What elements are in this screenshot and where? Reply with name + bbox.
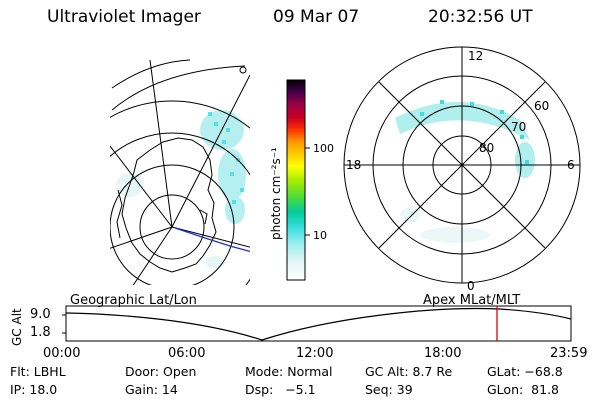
colorbar-tick-10: 10	[313, 229, 327, 242]
mlat-label-60: 60	[534, 99, 549, 113]
mlat-label-70: 70	[511, 120, 526, 134]
glat-field: GLat: −68.8	[487, 364, 563, 379]
gain-field: Gain: 14	[125, 382, 178, 397]
position-marker	[239, 66, 247, 74]
dsp-field: Dsp: −5.1	[245, 382, 316, 397]
altitude-ytick-9: 9.0	[30, 307, 51, 322]
ip-field: IP: 18.0	[10, 382, 58, 397]
seq-field: Seq: 39	[365, 382, 413, 397]
mlt-label-6: 6	[567, 158, 575, 172]
mlat-label-80: 80	[479, 141, 494, 155]
mlt-label-12: 12	[468, 49, 483, 63]
door-field: Door: Open	[125, 364, 197, 379]
coastline	[121, 137, 217, 273]
mode-field: Mode: Normal	[245, 364, 333, 379]
right-panel-caption: Apex MLat/MLT	[423, 293, 521, 308]
app-title: Ultraviolet Imager	[47, 7, 201, 27]
gc-alt-field: GC Alt: 8.7 Re	[365, 364, 453, 379]
colorbar	[286, 79, 306, 281]
filter-field: Flt: LBHL	[10, 364, 66, 379]
altitude-curve	[65, 307, 572, 341]
mlt-label-18: 18	[346, 158, 361, 172]
left-panel-caption: Geographic Lat/Lon	[70, 293, 197, 308]
mlt-label-0: 0	[467, 279, 475, 293]
ground-track	[174, 227, 250, 253]
time-label: 20:32:56 UT	[428, 7, 533, 27]
polar-plot	[343, 46, 581, 284]
xtick-0600: 06:00	[168, 346, 206, 361]
xtick-0000: 00:00	[43, 346, 81, 361]
colorbar-label: photon cm⁻²s⁻¹	[269, 147, 283, 240]
xtick-1200: 12:00	[296, 346, 334, 361]
geographic-map	[110, 59, 250, 285]
xtick-1800: 18:00	[424, 346, 462, 361]
altitude-ylabel: GC Alt	[10, 308, 24, 346]
glon-field: GLon: 81.8	[487, 382, 559, 397]
xtick-2359: 23:59	[550, 346, 588, 361]
altitude-strip	[62, 305, 572, 342]
altitude-ytick-1-8: 1.8	[30, 325, 51, 340]
date-label: 09 Mar 07	[273, 7, 360, 27]
colorbar-tick-100: 100	[313, 142, 334, 155]
